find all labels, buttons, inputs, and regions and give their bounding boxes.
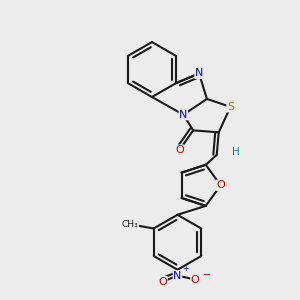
Text: O: O [175, 145, 184, 155]
Text: +: + [182, 264, 189, 273]
Text: O: O [158, 277, 167, 286]
Text: N: N [173, 271, 182, 281]
Text: H: H [232, 147, 240, 157]
Text: −: − [203, 270, 211, 280]
Text: O: O [216, 180, 225, 190]
Text: N: N [179, 110, 188, 120]
Text: S: S [227, 102, 234, 112]
Text: CH₃: CH₃ [122, 220, 138, 229]
Text: O: O [191, 274, 200, 285]
Text: N: N [195, 68, 203, 78]
